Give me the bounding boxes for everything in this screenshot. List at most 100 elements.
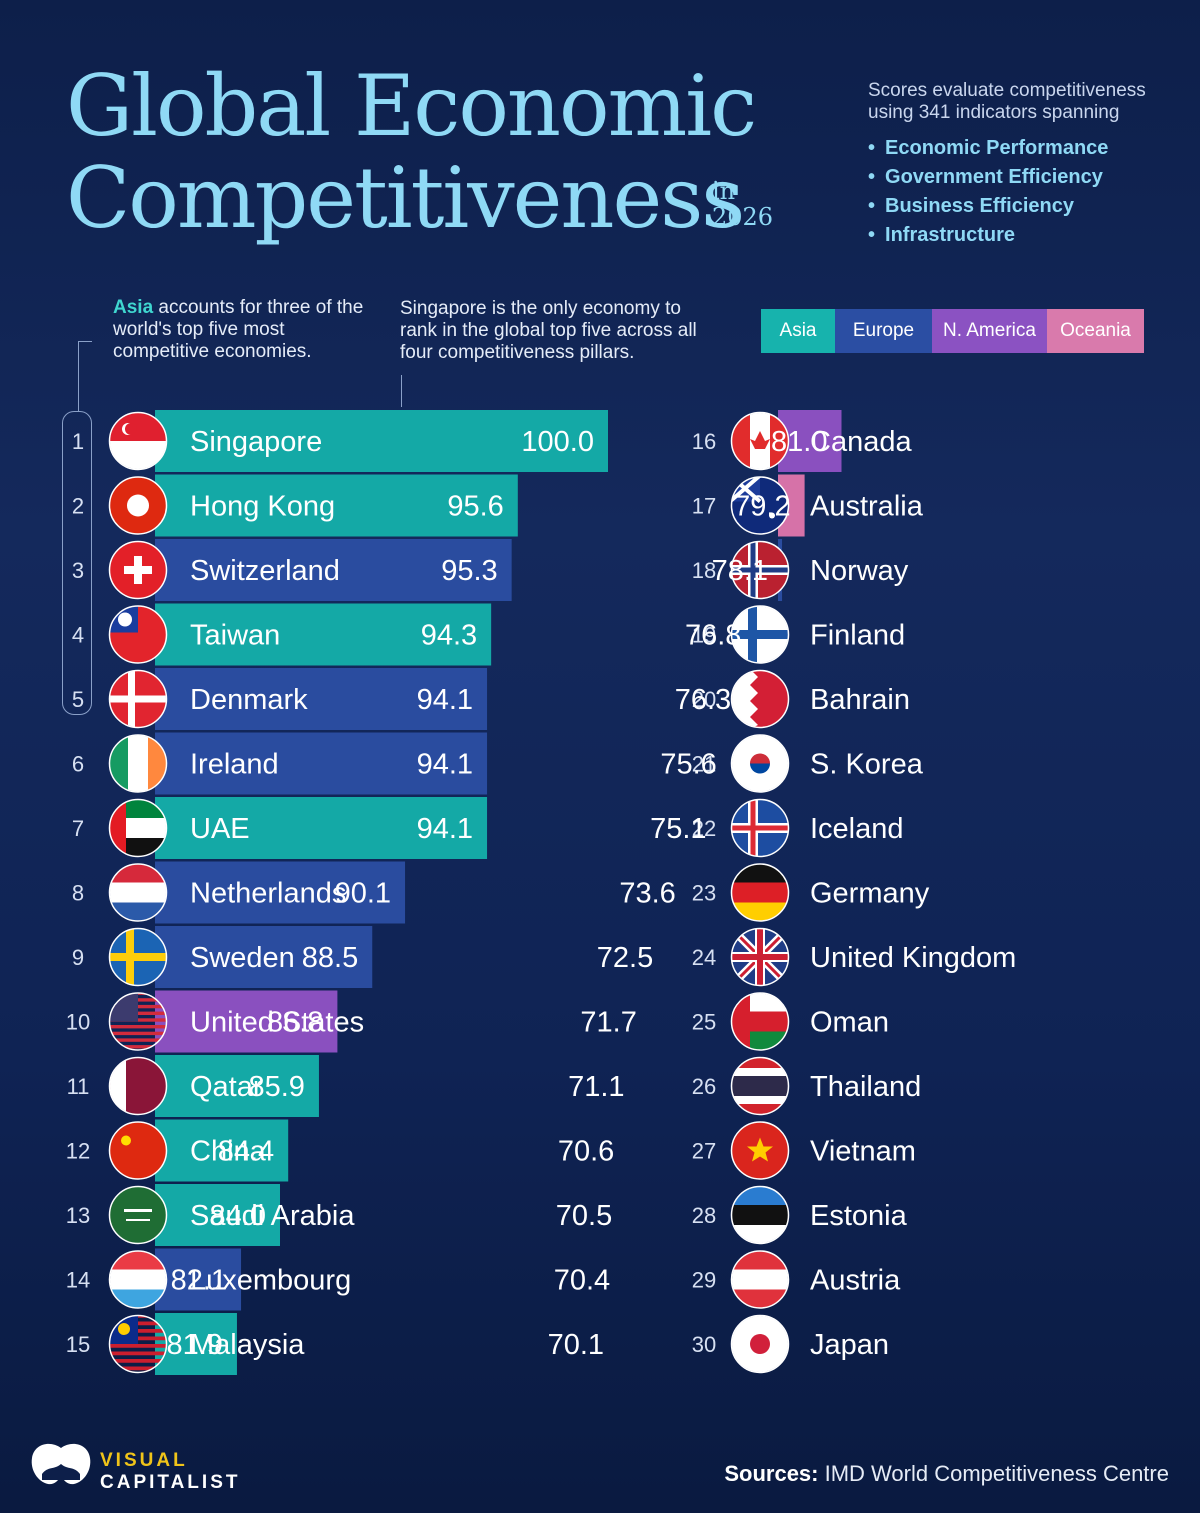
- country-label: Ireland: [190, 749, 279, 781]
- bar-row-singapore: 1 Singapore 100.0: [72, 410, 608, 472]
- title-line-1: Global Economic: [66, 57, 757, 155]
- country-label: Hong Kong: [190, 491, 335, 523]
- bar-row-iceland: 22 Iceland 75.1: [650, 798, 904, 858]
- country-label: Finland: [810, 620, 905, 652]
- value-label: 90.1: [335, 878, 391, 910]
- country-label: Oman: [810, 1007, 889, 1039]
- australia-flag-icon: [730, 476, 790, 535]
- country-label: Saudi Arabia: [190, 1200, 355, 1232]
- bar-row-switzerland: 3 Switzerland 95.3: [72, 539, 512, 601]
- rank-label: 26: [692, 1074, 716, 1099]
- rank-label: 5: [72, 687, 84, 712]
- country-label: Switzerland: [190, 555, 340, 587]
- country-label: Vietnam: [810, 1136, 916, 1168]
- estonia-flag-icon: [730, 1185, 790, 1245]
- value-label: 86.8: [267, 1007, 323, 1039]
- sweden-flag-icon: [108, 927, 168, 987]
- country-label: Iceland: [810, 813, 904, 845]
- asia-annotation: Asia accounts for three of the world's t…: [113, 297, 383, 363]
- rank-label: 10: [66, 1010, 90, 1035]
- value-label: 70.1: [548, 1329, 604, 1361]
- iceland-flag-icon: [730, 798, 790, 858]
- country-label: Sweden: [190, 942, 295, 974]
- bar-row-estonia: 28 Estonia 70.5: [556, 1185, 908, 1245]
- methodology-intro: Scores evaluate competitiveness using 34…: [868, 80, 1146, 123]
- rank-label: 27: [692, 1139, 716, 1164]
- bar-luxembourg: [155, 1248, 242, 1311]
- rank-label: 8: [72, 881, 84, 906]
- rank-label: 24: [692, 945, 716, 970]
- netherlands-flag-icon: [108, 863, 168, 922]
- rank-label: 6: [72, 752, 84, 777]
- logo-line-2: CAPITALIST: [100, 1472, 241, 1493]
- rank-label: 30: [692, 1332, 716, 1357]
- bar-singapore: [155, 410, 608, 472]
- rank-label: 4: [72, 623, 84, 648]
- value-label: 75.1: [650, 813, 706, 845]
- sources-text: IMD World Competitiveness Centre: [818, 1461, 1169, 1486]
- bar-sweden: [155, 926, 373, 988]
- country-label: UAE: [190, 813, 250, 845]
- rank-label: 19: [692, 623, 716, 648]
- bar-row-australia: 17 Australia 79.2: [692, 474, 924, 537]
- value-label: 70.4: [554, 1265, 610, 1297]
- legend-item-north-america: N. America: [932, 309, 1047, 353]
- finland-flag-icon: [730, 605, 790, 664]
- rank-label: 3: [72, 558, 84, 583]
- bar-row-s-korea: 21 S. Korea 75.6: [660, 734, 924, 793]
- taiwan-flag-icon: [108, 605, 168, 664]
- value-label: 70.5: [556, 1200, 612, 1232]
- value-label: 95.3: [441, 555, 497, 587]
- bar-netherlands: [155, 861, 406, 924]
- value-label: 76.3: [675, 684, 731, 716]
- visual-capitalist-logo: VISUAL CAPITALIST: [100, 1450, 240, 1494]
- country-label: Estonia: [810, 1200, 908, 1232]
- pillar-list: Economic Performance Government Efficien…: [868, 134, 1108, 250]
- oman-flag-icon: [730, 992, 790, 1051]
- germany-flag-icon: [730, 863, 790, 922]
- rank-label: 28: [692, 1203, 716, 1228]
- bar-uae: [155, 797, 488, 859]
- thailand-flag-icon: [730, 1056, 790, 1116]
- asia-highlight: Asia: [113, 297, 154, 318]
- value-label: 94.1: [417, 684, 473, 716]
- bar-china: [155, 1119, 289, 1182]
- bar-row-norway: 18 Norway 78.1: [692, 539, 909, 601]
- region-legend: Asia Europe N. America Oceania: [761, 309, 1144, 353]
- value-label: 72.5: [597, 942, 653, 974]
- value-label: 73.6: [619, 878, 675, 910]
- value-label: 71.7: [580, 1007, 636, 1039]
- bar-row-taiwan: 4 Taiwan 94.3: [72, 603, 492, 666]
- pillar-item: Business Efficiency: [868, 192, 1108, 221]
- country-label: Netherlands: [190, 878, 346, 910]
- rank-label: 15: [66, 1332, 90, 1357]
- value-label: 76.8: [685, 620, 741, 652]
- singapore-annotation: Singapore is the only economy to rank in…: [400, 298, 697, 363]
- value-label: 84.4: [218, 1136, 274, 1168]
- pillar-item: Government Efficiency: [868, 163, 1108, 192]
- rank-label: 17: [692, 494, 716, 519]
- value-label: 85.9: [248, 1071, 304, 1103]
- rank-label: 13: [66, 1203, 90, 1228]
- country-label: Bahrain: [810, 684, 910, 716]
- rank-label: 23: [692, 881, 716, 906]
- rank-label: 9: [72, 945, 84, 970]
- value-label: 70.6: [558, 1136, 614, 1168]
- hong-kong-flag-icon: [108, 476, 168, 535]
- title-line-2: Competitiveness: [66, 149, 744, 247]
- value-label: 81.0: [771, 426, 827, 458]
- pillar-item: Economic Performance: [868, 134, 1108, 163]
- bar-row-germany: 23 Germany 73.6: [619, 863, 930, 922]
- title-year: in 2026: [712, 178, 773, 230]
- country-label: China: [190, 1136, 267, 1168]
- rank-label: 1: [72, 429, 84, 454]
- country-label: Germany: [810, 878, 930, 910]
- country-label: Denmark: [190, 684, 308, 716]
- bar-row-sweden: 9 Sweden 88.5: [72, 926, 373, 988]
- bar-row-thailand: 26 Thailand 71.1: [568, 1056, 921, 1116]
- sources-label: Sources:: [724, 1461, 819, 1486]
- switzerland-flag-icon: [108, 540, 168, 600]
- norway-flag-icon: [730, 540, 790, 600]
